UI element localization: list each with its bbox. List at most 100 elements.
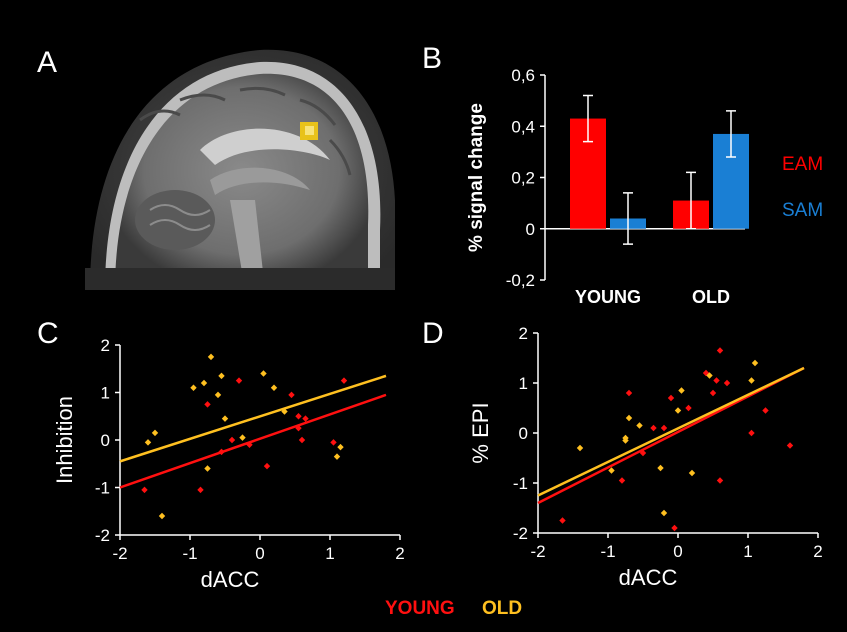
point-young	[263, 462, 271, 470]
y-axis-title: Inhibition	[52, 396, 77, 484]
y-tick-label: 2	[101, 336, 110, 355]
y-tick-label: -1	[513, 474, 528, 493]
x-tick-label: 0	[255, 544, 264, 563]
x-axis-title: dACC	[619, 565, 678, 590]
y-tick-label: 1	[101, 384, 110, 403]
point-young	[667, 394, 675, 402]
y-tick-label: 1	[519, 374, 528, 393]
point-young	[618, 477, 626, 484]
point-young	[762, 407, 769, 414]
x-tick-label: 2	[395, 544, 404, 563]
point-old	[144, 439, 152, 446]
y-tick-label: 0	[101, 431, 110, 450]
point-young	[288, 391, 295, 399]
point-young	[141, 486, 148, 494]
point-old	[239, 434, 246, 441]
point-old	[622, 437, 629, 444]
point-young	[786, 442, 794, 449]
point-old	[260, 370, 267, 377]
point-old	[158, 512, 166, 520]
point-young	[204, 401, 211, 408]
point-old	[337, 443, 344, 451]
y-tick-label: 0,6	[511, 66, 535, 85]
point-old	[636, 422, 643, 429]
y-tick-label: -1	[95, 479, 110, 498]
point-young	[723, 379, 731, 387]
point-young	[559, 517, 566, 524]
point-young	[246, 441, 253, 448]
fit-line-old	[119, 374, 387, 463]
point-young	[685, 404, 692, 412]
x-category-label: YOUNG	[575, 287, 641, 307]
y-tick-label: 0	[526, 220, 535, 239]
point-young	[340, 377, 348, 384]
y-tick-label: 0,2	[511, 169, 535, 188]
x-tick-label: 1	[743, 542, 752, 561]
point-young	[228, 436, 236, 444]
y-tick-label: 0	[519, 424, 528, 443]
point-old	[207, 353, 215, 361]
point-young	[298, 436, 306, 444]
point-young	[748, 429, 755, 437]
y-axis-title: % signal change	[466, 103, 487, 252]
point-old	[214, 391, 222, 399]
point-old	[576, 444, 584, 452]
point-old	[625, 414, 633, 422]
x-tick-label: -1	[182, 544, 197, 563]
y-tick-label: -0,2	[506, 271, 535, 290]
x-tick-label: -2	[112, 544, 127, 563]
point-old	[660, 509, 668, 517]
legend-eam: EAM	[782, 154, 823, 175]
point-young	[330, 439, 337, 446]
point-old	[751, 359, 759, 367]
point-young	[709, 389, 717, 397]
panel-label-b: B	[422, 42, 443, 75]
point-young	[295, 413, 302, 420]
point-old	[333, 453, 341, 460]
legend-sam: SAM	[782, 200, 823, 221]
y-tick-label: 0,4	[511, 117, 535, 136]
point-old	[706, 372, 713, 379]
point-young	[713, 377, 720, 384]
x-category-label: OLD	[692, 287, 730, 307]
y-tick-label: -2	[95, 526, 110, 545]
point-old	[674, 407, 682, 414]
point-old	[200, 379, 208, 387]
panel-label-c: C	[37, 317, 59, 350]
point-young	[716, 347, 724, 354]
fit-line-young	[119, 393, 387, 489]
point-old	[657, 464, 664, 472]
x-axis-title: dACC	[201, 567, 260, 592]
x-tick-label: 1	[325, 544, 334, 563]
fit-line-old	[537, 366, 805, 497]
point-young	[660, 424, 668, 432]
point-old	[190, 384, 197, 391]
x-tick-label: 0	[673, 542, 682, 561]
panel-label-a: A	[37, 46, 58, 79]
point-old	[678, 387, 685, 394]
y-tick-label: -2	[513, 524, 528, 543]
panel-label-d: D	[422, 317, 444, 350]
point-old	[221, 415, 229, 422]
x-tick-label: 2	[813, 542, 822, 561]
point-old	[204, 465, 211, 472]
point-young	[650, 424, 657, 432]
point-young	[302, 415, 309, 422]
point-young	[625, 389, 633, 397]
point-young	[197, 486, 204, 494]
point-old	[748, 377, 755, 384]
x-tick-label: -2	[530, 542, 545, 561]
y-tick-label: 2	[519, 324, 528, 343]
point-young	[671, 524, 678, 532]
y-axis-title: % EPI	[468, 402, 493, 463]
point-young	[716, 477, 724, 484]
x-tick-label: -1	[600, 542, 615, 561]
point-old	[270, 384, 278, 391]
point-old	[608, 467, 615, 474]
point-young	[235, 377, 243, 384]
